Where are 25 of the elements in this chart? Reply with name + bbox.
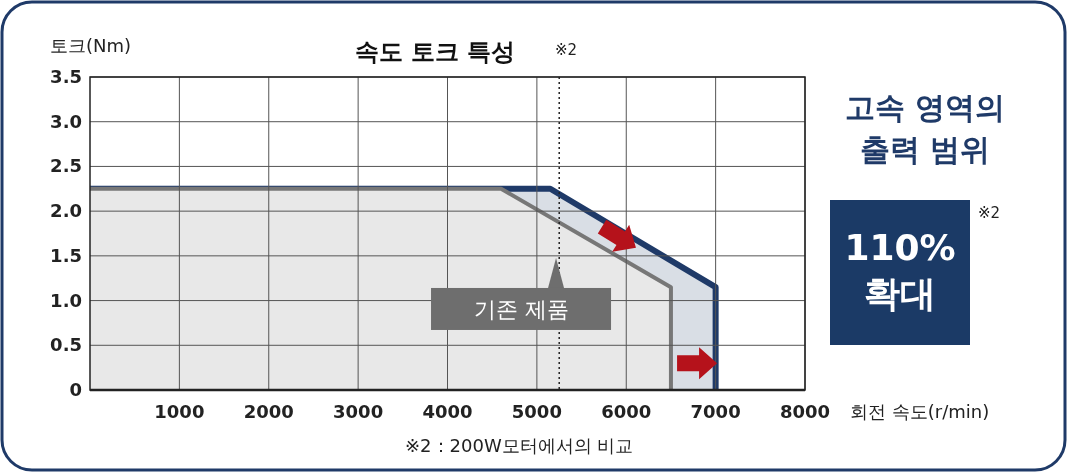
text: ※2：200W모터에서의 비교 xyxy=(405,435,634,456)
y-tick-label: 3.5 xyxy=(50,66,82,87)
y-tick-label: 3.0 xyxy=(50,110,82,132)
y-tick-label: 0 xyxy=(69,379,82,400)
y-tick-label: 0.5 xyxy=(50,334,82,356)
text: ※2 xyxy=(978,204,1001,222)
x-tick-label: 4000 xyxy=(422,401,473,422)
x-tick-label: 3000 xyxy=(333,401,384,422)
legend-label: 기존 제품 xyxy=(473,296,569,322)
text: ※2 xyxy=(555,41,578,59)
text: 고속 영역의 출력 범위 xyxy=(844,90,1006,167)
x-tick-label: 2000 xyxy=(243,401,294,422)
chart-title: 속도 토크 특성 xyxy=(354,38,516,66)
text: 110% 확대 xyxy=(844,227,956,314)
y-tick-label: 2.5 xyxy=(50,155,82,177)
y-tick-label: 1.0 xyxy=(50,289,82,311)
y-axis-title: 토크(Nm) xyxy=(50,35,132,56)
x-tick-label: 1000 xyxy=(154,401,205,422)
y-tick-label: 2.0 xyxy=(50,200,82,222)
x-tick-label: 8000 xyxy=(779,401,831,422)
y-tick-label: 1.5 xyxy=(50,244,82,266)
x-tick-label: 6000 xyxy=(601,401,652,422)
x-tick-label: 5000 xyxy=(511,401,562,422)
x-tick-label: 7000 xyxy=(690,401,741,422)
x-axis-title: 회전 속도(r/min) xyxy=(850,401,990,422)
